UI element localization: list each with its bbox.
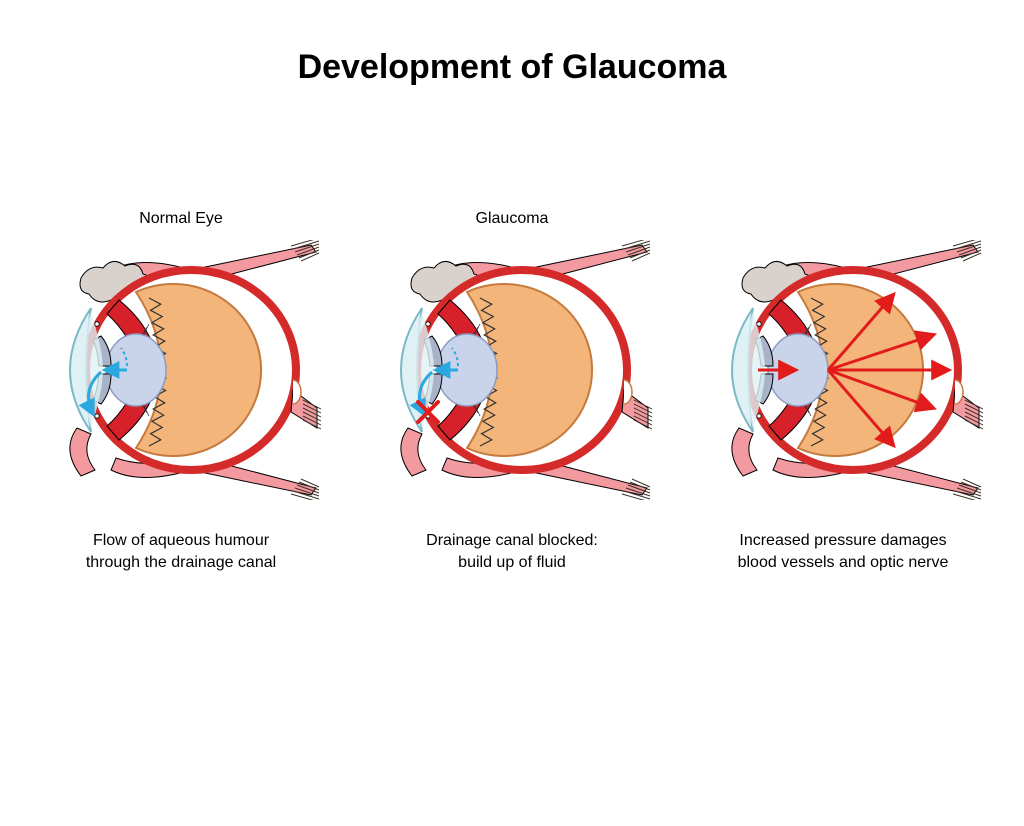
panel-damage: Increased pressure damages blood vessels… xyxy=(693,210,993,573)
caption-damage: Increased pressure damages blood vessels… xyxy=(738,530,949,573)
panels-row: Normal Eye Flow of aqueous humour throug… xyxy=(0,210,1024,573)
eye-diagram-glaucoma xyxy=(372,240,652,500)
panel-glaucoma: Glaucoma Drainage canal blocked: build u… xyxy=(362,210,662,573)
eye-diagram-normal xyxy=(41,240,321,500)
panel-normal: Normal Eye Flow of aqueous humour throug… xyxy=(31,210,331,573)
caption-glaucoma: Drainage canal blocked: build up of flui… xyxy=(426,530,598,573)
panel-label-normal: Normal Eye xyxy=(139,210,223,230)
eye-diagram-damage xyxy=(703,240,983,500)
panel-label-glaucoma: Glaucoma xyxy=(476,210,549,230)
page-title: Development of Glaucoma xyxy=(0,48,1024,87)
caption-normal: Flow of aqueous humour through the drain… xyxy=(86,530,276,573)
